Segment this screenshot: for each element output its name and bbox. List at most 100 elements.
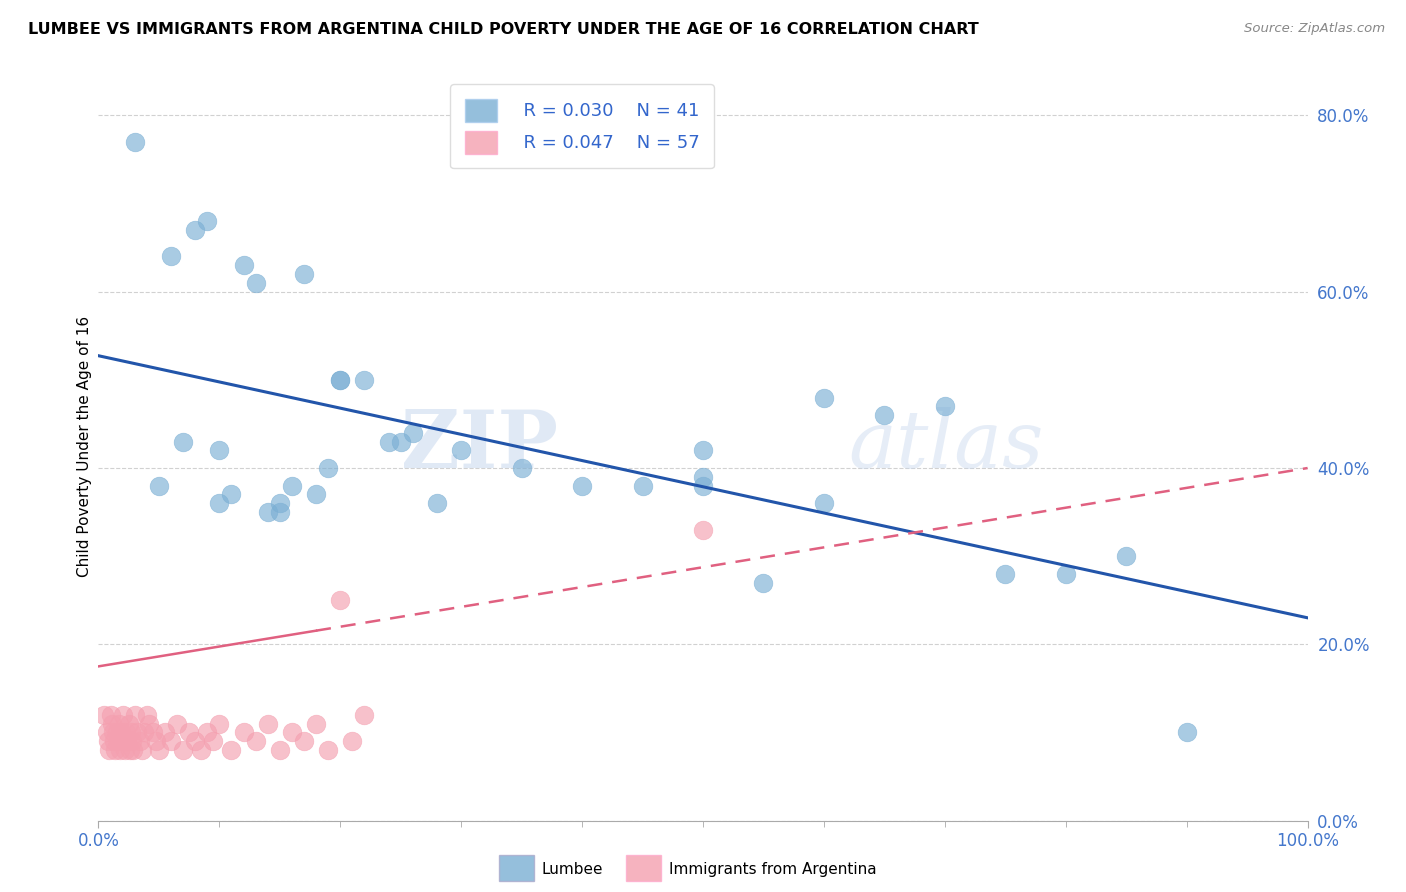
- Point: [97, 734, 120, 748]
- Point: [377, 434, 399, 449]
- Text: Lumbee: Lumbee: [541, 863, 603, 877]
- Point: [100, 716, 122, 731]
- Legend:   R = 0.030    N = 41,   R = 0.047    N = 57: R = 0.030 N = 41, R = 0.047 N = 57: [450, 84, 714, 169]
- Point: [208, 496, 231, 510]
- Point: [934, 400, 956, 414]
- Point: [269, 505, 291, 519]
- Point: [110, 725, 132, 739]
- Point: [202, 734, 225, 748]
- Point: [813, 496, 835, 510]
- Point: [256, 505, 278, 519]
- Point: [329, 593, 352, 607]
- Point: [316, 743, 339, 757]
- Point: [389, 434, 412, 449]
- Point: [122, 743, 145, 757]
- Point: [256, 716, 278, 731]
- Point: [873, 408, 896, 422]
- Point: [329, 373, 352, 387]
- Point: [134, 725, 156, 739]
- Point: [160, 734, 183, 748]
- Text: Source: ZipAtlas.com: Source: ZipAtlas.com: [1244, 22, 1385, 36]
- Point: [342, 734, 364, 748]
- Point: [1054, 566, 1077, 581]
- Point: [292, 267, 315, 281]
- Point: [96, 725, 118, 739]
- Point: [329, 373, 352, 387]
- Point: [108, 716, 131, 731]
- Point: [692, 470, 714, 484]
- Point: [153, 725, 176, 739]
- Point: [105, 725, 128, 739]
- Point: [160, 250, 183, 264]
- Point: [269, 743, 291, 757]
- Point: [184, 223, 207, 237]
- Point: [195, 214, 218, 228]
- Point: [305, 487, 328, 501]
- Point: [98, 743, 121, 757]
- Point: [631, 478, 654, 492]
- Point: [1175, 725, 1198, 739]
- Point: [172, 743, 194, 757]
- Point: [245, 276, 267, 290]
- Point: [752, 575, 775, 590]
- Point: [118, 716, 141, 731]
- Point: [121, 734, 143, 748]
- Point: [142, 725, 165, 739]
- Point: [120, 725, 142, 739]
- Text: Immigrants from Argentina: Immigrants from Argentina: [669, 863, 877, 877]
- Point: [135, 707, 157, 722]
- Point: [145, 734, 167, 748]
- Point: [131, 743, 153, 757]
- Point: [305, 716, 328, 731]
- Point: [104, 743, 127, 757]
- Text: ZIP: ZIP: [401, 407, 558, 485]
- Point: [148, 478, 170, 492]
- Point: [166, 716, 188, 731]
- Point: [115, 725, 138, 739]
- Point: [117, 734, 139, 748]
- Point: [124, 707, 146, 722]
- Point: [994, 566, 1017, 581]
- Point: [353, 707, 375, 722]
- Point: [184, 734, 207, 748]
- Point: [195, 725, 218, 739]
- Point: [692, 523, 714, 537]
- Point: [138, 716, 160, 731]
- Point: [111, 707, 134, 722]
- Point: [426, 496, 449, 510]
- Point: [245, 734, 267, 748]
- Point: [114, 743, 136, 757]
- Point: [281, 725, 304, 739]
- Text: LUMBEE VS IMMIGRANTS FROM ARGENTINA CHILD POVERTY UNDER THE AGE OF 16 CORRELATIO: LUMBEE VS IMMIGRANTS FROM ARGENTINA CHIL…: [28, 22, 979, 37]
- Point: [124, 135, 146, 149]
- Point: [112, 734, 135, 748]
- Point: [281, 478, 304, 492]
- Point: [108, 743, 131, 757]
- Point: [101, 725, 124, 739]
- Point: [127, 725, 149, 739]
- Point: [221, 487, 243, 501]
- Point: [190, 743, 212, 757]
- Point: [316, 461, 339, 475]
- Point: [353, 373, 375, 387]
- Point: [208, 443, 231, 458]
- Point: [813, 391, 835, 405]
- Point: [179, 725, 201, 739]
- Point: [692, 478, 714, 492]
- Point: [692, 443, 714, 458]
- Point: [107, 734, 129, 748]
- Point: [221, 743, 243, 757]
- Point: [510, 461, 533, 475]
- Point: [100, 707, 122, 722]
- Point: [208, 716, 231, 731]
- Point: [1115, 549, 1137, 564]
- Point: [232, 725, 254, 739]
- Point: [148, 743, 170, 757]
- Point: [402, 425, 425, 440]
- Point: [571, 478, 593, 492]
- Point: [103, 734, 125, 748]
- Point: [292, 734, 315, 748]
- Point: [118, 743, 141, 757]
- Point: [232, 258, 254, 272]
- Point: [128, 734, 150, 748]
